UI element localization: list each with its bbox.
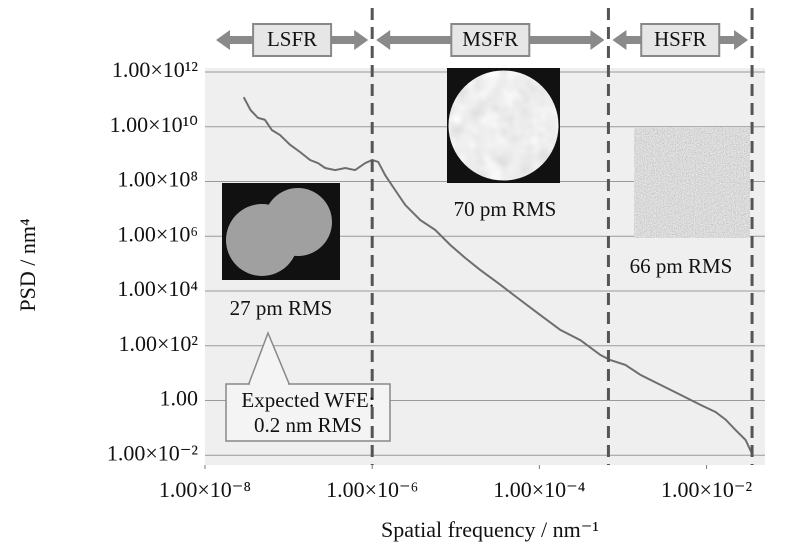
x-tick-label: 1.00×10⁻²: [661, 477, 753, 502]
annotation: 0.2 nm RMS: [254, 413, 362, 437]
x-tick-label: 1.00×10⁻⁸: [159, 477, 251, 502]
callout-join: [250, 383, 288, 387]
region-label: LSFR: [267, 27, 317, 51]
annotation: 66 pm RMS: [630, 254, 733, 278]
hsfr-image: [634, 127, 750, 238]
chart: 27 pm RMS 70 pm RMS 66 pm RMS Expected W…: [0, 0, 787, 551]
y-tick-label: 1.00×10⁸: [117, 167, 198, 192]
y-tick-label: 1.00: [160, 386, 199, 411]
x-tick-label: 1.00×10⁻⁴: [493, 477, 586, 502]
annotation: Expected WFE:: [241, 388, 374, 412]
annotation: 27 pm RMS: [230, 296, 333, 320]
y-tick-label: 1.00×10¹²: [112, 57, 199, 82]
msfr-disk: [449, 71, 559, 181]
y-tick-label: 1.00×10²: [118, 331, 198, 356]
region-label: HSFR: [654, 27, 707, 51]
lsfr-blob: [264, 188, 332, 256]
y-axis-label: PSD / nm⁴: [15, 218, 40, 312]
y-tick-label: 1.00×10⁻²: [107, 440, 199, 465]
y-tick-label: 1.00×10⁴: [117, 276, 198, 301]
y-tick-label: 1.00×10⁶: [117, 221, 198, 246]
x-tick-label: 1.00×10⁻⁶: [326, 477, 418, 502]
x-axis-label: Spatial frequency / nm⁻¹: [381, 517, 599, 542]
annotation: 70 pm RMS: [454, 197, 557, 221]
y-tick-label: 1.00×10¹⁰: [110, 112, 199, 137]
region-label: MSFR: [462, 27, 518, 51]
